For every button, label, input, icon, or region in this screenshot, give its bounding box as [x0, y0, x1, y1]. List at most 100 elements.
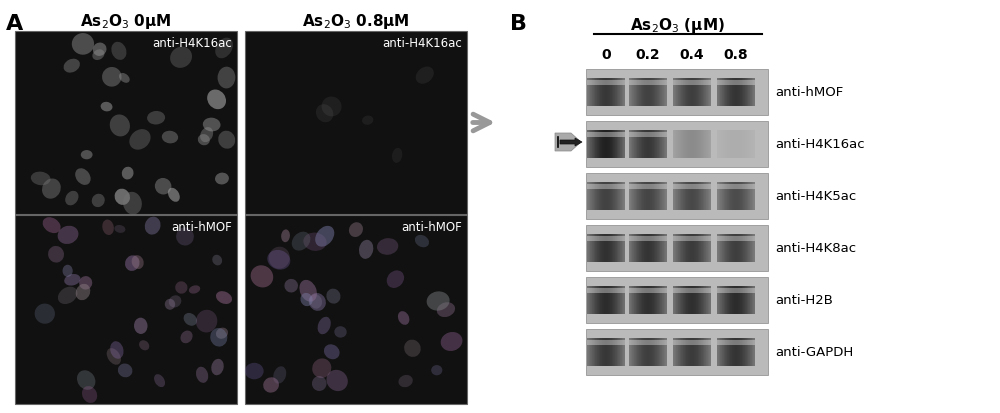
- Ellipse shape: [125, 256, 140, 271]
- Text: 0: 0: [601, 48, 611, 62]
- Ellipse shape: [267, 250, 290, 270]
- Text: As$_2$O$_3$ 0μM: As$_2$O$_3$ 0μM: [80, 12, 172, 31]
- Ellipse shape: [263, 377, 279, 393]
- FancyArrow shape: [560, 139, 582, 147]
- Text: anti-H4K8ac: anti-H4K8ac: [775, 242, 856, 255]
- Bar: [15, 216, 237, 404]
- Ellipse shape: [123, 192, 142, 215]
- Ellipse shape: [65, 191, 78, 206]
- Ellipse shape: [245, 363, 264, 380]
- Ellipse shape: [110, 342, 124, 359]
- Text: anti-H4K16ac: anti-H4K16ac: [152, 37, 232, 50]
- Ellipse shape: [218, 131, 235, 150]
- Text: A: A: [6, 14, 23, 34]
- Ellipse shape: [362, 116, 373, 126]
- Ellipse shape: [48, 246, 64, 263]
- Ellipse shape: [147, 112, 165, 125]
- Ellipse shape: [326, 370, 348, 391]
- Ellipse shape: [189, 286, 200, 294]
- Ellipse shape: [200, 128, 213, 143]
- Bar: [586, 225, 768, 271]
- Ellipse shape: [107, 348, 121, 365]
- Ellipse shape: [349, 223, 363, 237]
- Ellipse shape: [64, 59, 80, 74]
- Bar: [15, 32, 237, 214]
- Ellipse shape: [102, 68, 122, 88]
- Ellipse shape: [93, 43, 107, 57]
- Ellipse shape: [77, 370, 95, 390]
- Text: anti-H4K5ac: anti-H4K5ac: [775, 190, 856, 203]
- Text: As$_2$O$_3$ (μM): As$_2$O$_3$ (μM): [630, 16, 724, 35]
- Ellipse shape: [114, 225, 125, 233]
- Ellipse shape: [398, 311, 409, 325]
- Ellipse shape: [111, 43, 126, 61]
- Ellipse shape: [31, 172, 51, 186]
- Ellipse shape: [437, 303, 455, 317]
- Ellipse shape: [312, 376, 327, 391]
- Ellipse shape: [155, 178, 171, 195]
- Bar: [245, 216, 467, 404]
- Text: anti-hMOF: anti-hMOF: [775, 86, 843, 99]
- Ellipse shape: [300, 293, 313, 306]
- Ellipse shape: [324, 344, 340, 359]
- Ellipse shape: [431, 365, 442, 375]
- Ellipse shape: [326, 289, 340, 304]
- Ellipse shape: [110, 115, 130, 137]
- Text: anti-H2B: anti-H2B: [775, 294, 833, 307]
- Ellipse shape: [169, 296, 181, 308]
- Ellipse shape: [92, 194, 105, 208]
- Ellipse shape: [215, 38, 233, 59]
- Ellipse shape: [387, 271, 404, 288]
- Ellipse shape: [216, 328, 228, 339]
- Ellipse shape: [35, 304, 55, 324]
- Ellipse shape: [273, 366, 286, 384]
- Ellipse shape: [359, 240, 373, 259]
- Ellipse shape: [43, 218, 61, 234]
- Ellipse shape: [404, 340, 421, 357]
- Ellipse shape: [101, 102, 112, 112]
- Ellipse shape: [441, 332, 462, 351]
- Bar: [245, 32, 467, 214]
- Ellipse shape: [139, 340, 149, 351]
- Ellipse shape: [299, 280, 317, 302]
- FancyArrow shape: [555, 134, 581, 152]
- Ellipse shape: [119, 74, 130, 83]
- Ellipse shape: [122, 167, 134, 180]
- Ellipse shape: [210, 328, 227, 347]
- Ellipse shape: [203, 119, 221, 132]
- Text: 0.8: 0.8: [724, 48, 748, 62]
- Ellipse shape: [196, 310, 217, 332]
- Ellipse shape: [168, 188, 180, 202]
- Ellipse shape: [415, 235, 429, 248]
- Ellipse shape: [309, 294, 322, 309]
- Ellipse shape: [292, 232, 310, 251]
- Text: anti-GAPDH: anti-GAPDH: [775, 346, 853, 358]
- Text: anti-hMOF: anti-hMOF: [171, 221, 232, 233]
- Ellipse shape: [427, 292, 450, 311]
- Ellipse shape: [398, 375, 413, 387]
- Ellipse shape: [322, 97, 342, 117]
- Ellipse shape: [181, 331, 193, 344]
- Ellipse shape: [79, 276, 92, 290]
- Ellipse shape: [170, 47, 192, 69]
- Text: anti-hMOF: anti-hMOF: [401, 221, 462, 233]
- Ellipse shape: [63, 265, 73, 277]
- Ellipse shape: [42, 179, 61, 199]
- Ellipse shape: [218, 67, 235, 89]
- Text: B: B: [510, 14, 527, 34]
- Ellipse shape: [281, 230, 290, 242]
- Ellipse shape: [129, 130, 151, 150]
- Ellipse shape: [316, 105, 333, 123]
- Ellipse shape: [318, 317, 331, 335]
- Ellipse shape: [176, 228, 194, 246]
- Ellipse shape: [269, 247, 290, 269]
- Ellipse shape: [162, 131, 178, 144]
- Bar: [586, 122, 768, 168]
- Ellipse shape: [196, 367, 208, 383]
- Ellipse shape: [58, 287, 77, 304]
- Bar: [586, 277, 768, 323]
- Ellipse shape: [145, 217, 161, 235]
- Ellipse shape: [184, 313, 197, 326]
- Ellipse shape: [64, 274, 80, 286]
- Ellipse shape: [134, 318, 148, 334]
